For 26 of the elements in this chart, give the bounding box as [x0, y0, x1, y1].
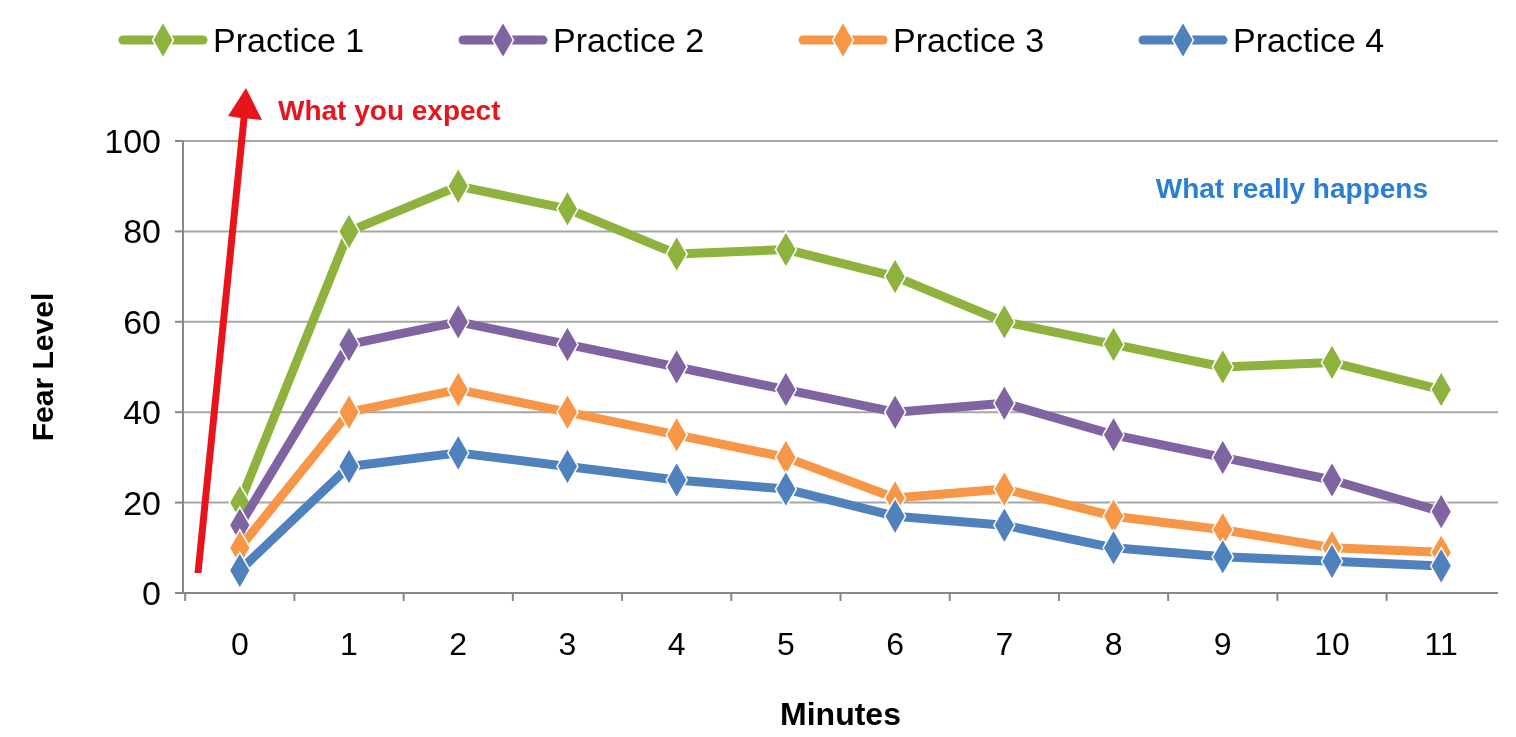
y-tick-label: 80 [123, 212, 161, 251]
text: What you expect [278, 95, 501, 126]
x-tick-label: 4 [667, 626, 686, 662]
x-tick-label: 5 [776, 626, 795, 662]
x-tick-label: 0 [230, 626, 249, 662]
x-tick-label: 1 [340, 626, 358, 662]
x-axis-title: Minutes [780, 696, 901, 732]
legend-label: Practice 1 [213, 20, 365, 59]
x-tick-label: 10 [1314, 626, 1350, 662]
x-tick-label: 3 [558, 626, 577, 662]
x-tick-label: 9 [1213, 626, 1232, 662]
x-tick-label: 7 [995, 626, 1014, 662]
x-tick-label: 11 [1424, 626, 1458, 662]
legend-label: Practice 2 [553, 20, 705, 59]
y-tick-label: 40 [123, 393, 161, 432]
legend-label: Practice 3 [893, 20, 1045, 59]
y-tick-label: 100 [104, 121, 161, 160]
y-axis-title: Fear Level [26, 292, 59, 442]
y-tick-label: 0 [142, 573, 161, 612]
y-tick-label: 60 [123, 302, 161, 341]
legend-label: Practice 4 [1233, 20, 1385, 59]
x-tick-label: 2 [449, 626, 468, 662]
x-tick-label: 8 [1104, 626, 1123, 662]
x-tick-label: 6 [886, 626, 905, 662]
y-tick-label: 20 [123, 483, 161, 522]
annotation: What really happens [1155, 173, 1428, 204]
